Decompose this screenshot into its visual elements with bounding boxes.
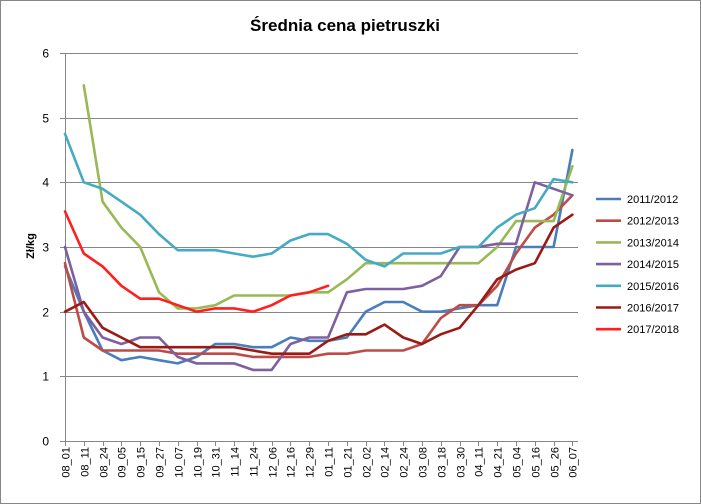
legend-label: 2012/2013 — [627, 216, 679, 228]
x-tick-label: 02_02 — [362, 447, 374, 478]
x-tick-label: 03_18 — [437, 447, 449, 478]
x-tick-label: 08_11 — [80, 447, 92, 477]
x-tick-label: 12_29 — [305, 447, 317, 478]
y-axis-label: Zł/kg — [25, 233, 37, 259]
series-line-1 — [63, 148, 574, 365]
series-line-7 — [63, 210, 330, 313]
x-tick-label: 12_16 — [286, 447, 298, 478]
x-tick-label: 09_15 — [136, 447, 148, 478]
y-tick-label: 0 — [42, 435, 49, 449]
x-tick-label: 01_11 — [324, 447, 336, 477]
y-tick-label: 3 — [42, 241, 49, 255]
series-line-5 — [63, 132, 574, 268]
series-line-6 — [63, 213, 574, 355]
x-tick-label: 12_06 — [268, 447, 280, 478]
legend-label: 2015/2016 — [627, 281, 679, 293]
y-tick-label: 1 — [42, 370, 49, 384]
legend-label: 2017/2018 — [627, 324, 679, 336]
legend-label: 2011/2012 — [627, 194, 678, 206]
x-tick-label: 02_24 — [399, 447, 411, 478]
x-tick-label: 05_16 — [531, 447, 543, 478]
series-lines — [63, 84, 574, 372]
x-tick-label: 02_14 — [380, 447, 392, 478]
legend-label: 2013/2014 — [627, 237, 679, 249]
legend-label: 2016/2017 — [627, 303, 679, 315]
x-tick-label: 05_04 — [512, 447, 524, 478]
x-tick-label: 03_08 — [418, 447, 430, 478]
series-line-3 — [82, 84, 574, 310]
legend: 2011/2012 2012/2013 2013/2014 2014/2015 2015… — [596, 194, 679, 336]
legend-label: 2014/2015 — [627, 259, 679, 271]
x-tick-label: 11_24 — [249, 447, 261, 477]
x-tick-label: 04_21 — [493, 447, 505, 478]
series-line-4 — [63, 181, 574, 372]
x-tick-label: 09_27 — [155, 447, 167, 478]
y-tick-label: 5 — [42, 112, 49, 126]
y-tick-label: 2 — [42, 306, 49, 320]
x-tick-label: 11_14 — [230, 447, 242, 477]
y-tick-label: 4 — [42, 176, 49, 190]
x-tick-label: 04_11 — [474, 447, 486, 477]
x-tick-label: 08_24 — [99, 447, 111, 478]
x-tick-label: 01_21 — [343, 447, 355, 478]
x-tick-label: 06_07 — [568, 447, 580, 478]
x-tick-label: 08_01 — [61, 447, 73, 478]
y-axis-ticks: 0 1 2 3 4 5 6 — [42, 47, 65, 449]
x-tick-label: 09_05 — [117, 447, 129, 478]
gridlines — [65, 53, 578, 442]
x-axis-ticks: 08_01 08_11 08_24 09_05 09_15 09_27 10_07 10_19… — [61, 441, 580, 478]
x-tick-label: 10_19 — [193, 447, 205, 478]
x-tick-label: 03_30 — [456, 447, 468, 478]
x-tick-label: 10_31 — [211, 447, 223, 478]
chart-title: Średnia cena pietruszki — [250, 16, 440, 35]
series-line-2 — [63, 194, 574, 359]
x-tick-label: 05_26 — [550, 447, 562, 478]
y-tick-label: 6 — [42, 47, 49, 61]
x-tick-label: 10_07 — [174, 447, 186, 478]
